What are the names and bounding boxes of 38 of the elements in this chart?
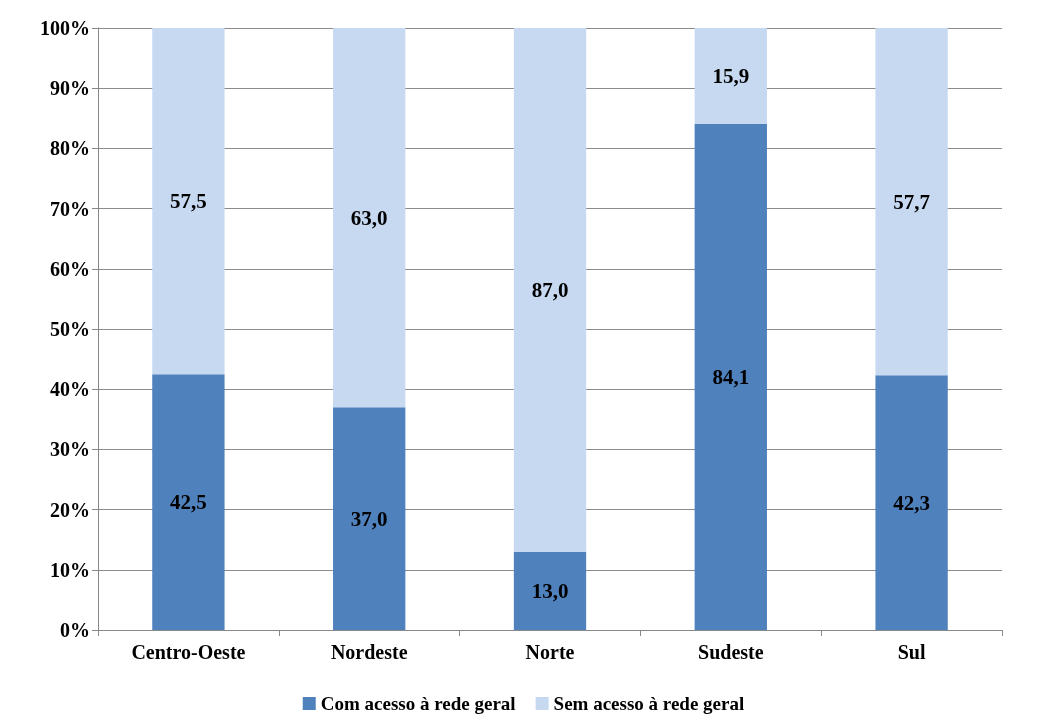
y-tick-label: 70%: [50, 197, 90, 220]
x-tick-label: Norte: [525, 641, 575, 663]
bar: [333, 407, 406, 630]
data-label: 15,9: [712, 63, 750, 88]
x-tick-label: Sul: [897, 641, 926, 663]
data-label: 42,5: [170, 490, 207, 515]
data-label: 42,3: [893, 490, 930, 515]
y-tick-label: 100%: [40, 17, 90, 39]
x-tick-label: Nordeste: [330, 641, 408, 663]
legend-label: Sem acesso à rede geral: [553, 693, 745, 714]
bar: [875, 28, 948, 376]
bar: [333, 28, 406, 408]
bar: [152, 374, 225, 630]
data-label: 37,0: [350, 506, 388, 531]
legend-label: Com acesso à rede geral: [320, 693, 516, 714]
bar: [152, 28, 225, 375]
y-tick-label: 20%: [50, 498, 90, 521]
bar: [694, 123, 767, 630]
data-label: 57,7: [893, 189, 930, 214]
x-tick-label: Sudeste: [698, 641, 764, 663]
data-label: 57,5: [170, 189, 207, 214]
bar: [513, 551, 587, 630]
bar: [875, 375, 948, 630]
y-tick-label: 40%: [50, 378, 90, 401]
data-label: 84,1: [712, 364, 750, 389]
y-tick-label: 90%: [50, 77, 90, 100]
y-tick-label: 0%: [60, 619, 90, 641]
x-tick-label: Centro-Oeste: [131, 641, 246, 663]
y-tick-label: 10%: [50, 558, 90, 581]
data-label: 63,0: [350, 205, 388, 230]
y-tick-label: 60%: [50, 257, 90, 280]
data-label: 13,0: [531, 578, 569, 603]
bar: [513, 28, 587, 552]
data-label: 87,0: [531, 277, 569, 302]
y-tick-label: 80%: [50, 137, 90, 160]
y-tick-label: 50%: [50, 318, 90, 340]
y-tick-label: 30%: [50, 438, 90, 461]
bar: [694, 28, 767, 124]
